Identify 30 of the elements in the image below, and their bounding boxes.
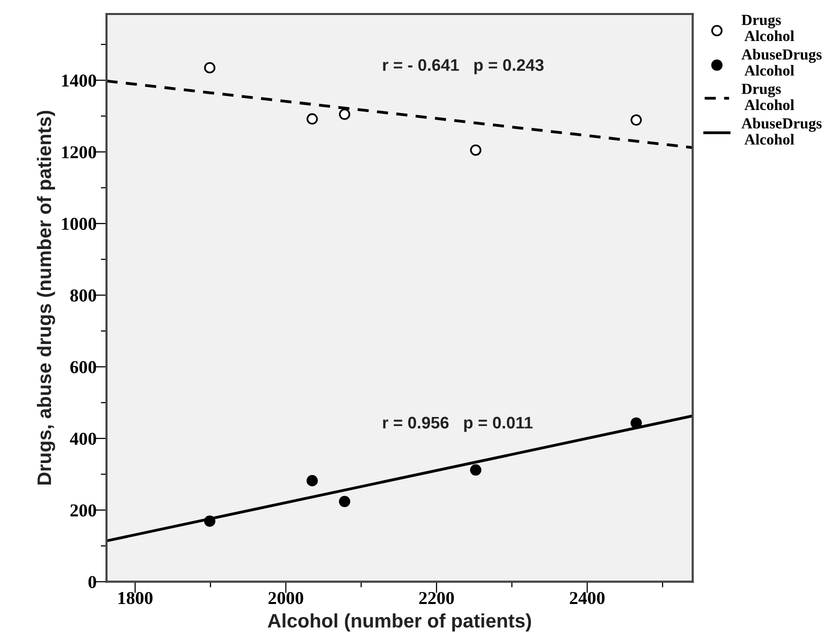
legend-label: Drugs Alcohol [742,14,794,42]
legend-label: AbuseDrugs Alcohol [741,48,822,76]
x-tick-label: 2400 [570,592,605,604]
legend-label: AbuseDrugs Alcohol [741,118,822,145]
y-tick-label: 0 [88,576,96,588]
point [630,417,642,429]
x-tick-label: 2200 [419,592,454,604]
legend-label: Drugs Alcohol [742,84,794,110]
y-tick-label: 1000 [62,218,96,230]
point [306,475,318,486]
y-tick-label: 400 [70,432,96,445]
y-tick-label: 600 [70,361,96,374]
y-tick-label: 800 [70,289,96,302]
point [204,516,216,527]
y-tick-label: 1200 [62,146,96,158]
point [470,144,482,156]
point [338,108,350,120]
x-tick-label: 1800 [118,592,152,604]
x-tick-label: 2000 [268,592,304,604]
point [204,62,216,74]
x-axis-title: Alcohol (number of patients) [268,613,531,632]
annotation: r = 0.956 p = 0.011 [383,416,533,432]
point [338,496,350,508]
y-tick-label: 1400 [62,74,96,87]
y-tick-label: 200 [70,504,96,517]
y-axis-title: Drugs, abuse drugs (number of patients) [36,110,56,485]
point [470,464,482,476]
point [630,114,642,126]
annotation: r = - 0.641 p = 0.243 [383,59,544,74]
point [306,113,318,125]
